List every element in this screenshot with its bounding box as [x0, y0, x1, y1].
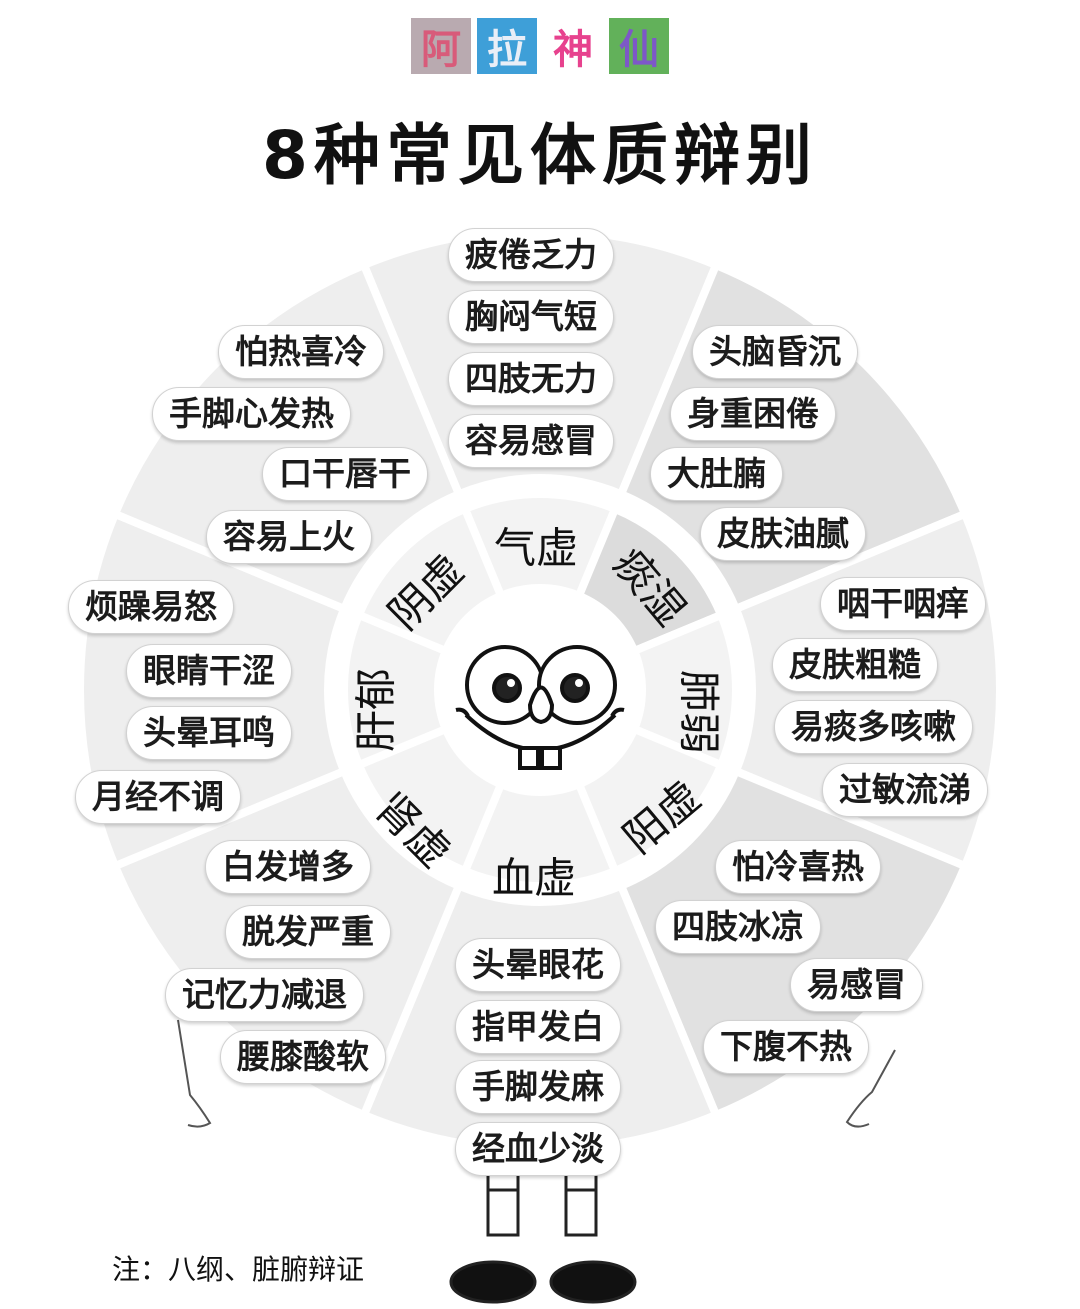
symptom-pill: 眼睛干涩 — [126, 644, 292, 698]
wheel-inner-ring — [340, 490, 740, 890]
brand-char-2: 拉 — [477, 18, 537, 74]
symptom-pill: 过敏流涕 — [822, 763, 988, 817]
symptom-pill: 腰膝酸软 — [220, 1030, 386, 1084]
symptom-pill: 怕热喜冷 — [218, 325, 384, 379]
symptom-pill: 皮肤粗糙 — [772, 638, 938, 692]
symptom-pill: 大肚腩 — [650, 447, 783, 501]
symptom-pill: 手脚发麻 — [455, 1060, 621, 1114]
symptom-pill: 经血少淡 — [455, 1122, 621, 1176]
symptom-pill: 烦躁易怒 — [68, 580, 234, 634]
symptom-pill: 四肢无力 — [448, 352, 614, 406]
symptom-pill: 白发增多 — [205, 840, 371, 894]
brand-char-1: 阿 — [411, 18, 471, 74]
segment-label-1: 气虚 — [493, 523, 579, 573]
cartoon-face-icon — [455, 645, 625, 770]
symptom-pill: 容易上火 — [206, 510, 372, 564]
symptom-pill: 月经不调 — [75, 770, 241, 824]
segment-label-3: 肺弱 — [674, 669, 724, 755]
symptom-pill: 手脚心发热 — [152, 387, 351, 441]
symptom-pill: 易感冒 — [790, 958, 923, 1012]
symptom-pill: 四肢冰凉 — [655, 900, 821, 954]
symptom-pill: 头晕眼花 — [455, 938, 621, 992]
symptom-pill: 口干唇干 — [262, 447, 428, 501]
symptom-pill: 易痰多咳嗽 — [774, 700, 973, 754]
symptom-pill: 记忆力减退 — [165, 968, 364, 1022]
constitution-wheel: 气虚 痰湿 肺弱 阳虚 血虚 肾虚 肝郁 阴虚 疲倦乏力 胸闷气短 四肢无力 容易感冒 头脑昏沉 身重困… — [0, 200, 1080, 1305]
symptom-pill: 头晕耳鸣 — [126, 706, 292, 760]
symptom-pill: 怕冷喜热 — [715, 840, 881, 894]
symptom-pill: 咽干咽痒 — [820, 577, 986, 631]
symptom-pill: 身重困倦 — [670, 387, 836, 441]
brand-char-3: 神 — [543, 18, 603, 74]
cartoon-arms-icon — [177, 1019, 896, 1128]
brand-char-4: 仙 — [609, 18, 669, 74]
symptom-pill: 容易感冒 — [448, 414, 614, 468]
symptom-pill: 下腹不热 — [703, 1020, 869, 1074]
footnote: 注：八纲、脏腑辩证 — [112, 1253, 365, 1286]
segment-label-7: 肝郁 — [351, 667, 401, 753]
symptom-pill: 脱发严重 — [225, 905, 391, 959]
brand-logo: 阿 拉 神 仙 — [0, 18, 1080, 74]
symptom-pill: 头脑昏沉 — [692, 325, 858, 379]
segment-label-5: 血虚 — [491, 853, 577, 903]
symptom-pill: 疲倦乏力 — [448, 228, 614, 282]
inner-sector-8 — [353, 503, 507, 657]
symptom-pill: 皮肤油腻 — [700, 507, 866, 561]
symptom-pill: 指甲发白 — [455, 1000, 621, 1054]
page-title: 8种常见体质辩别 — [262, 117, 818, 194]
symptom-pill: 胸闷气短 — [448, 290, 614, 344]
